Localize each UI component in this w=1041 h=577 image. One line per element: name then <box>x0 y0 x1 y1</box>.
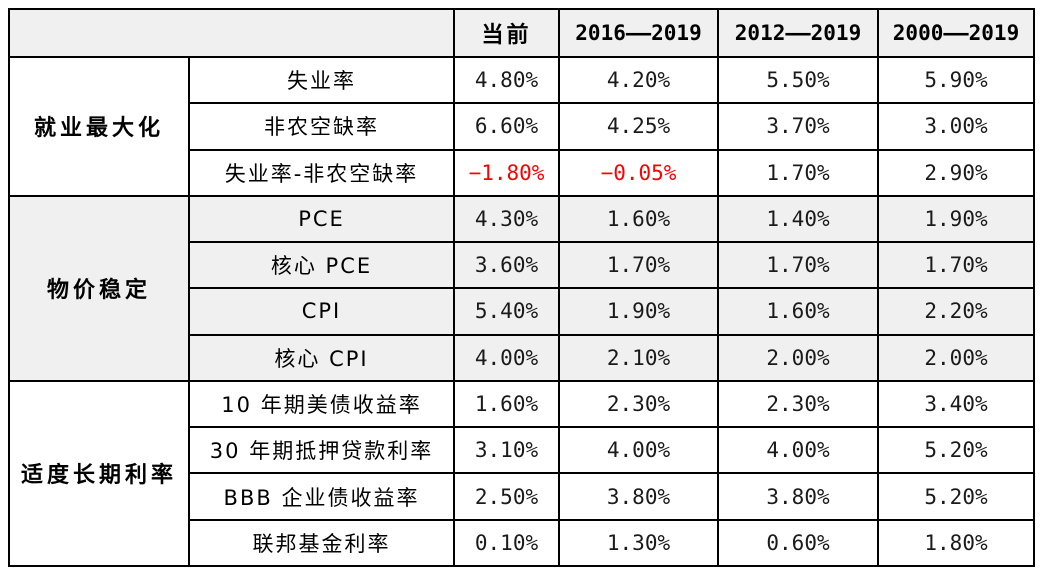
table-row: 物价稳定 PCE 4.30% 1.60% 1.40% 1.90% <box>8 194 1035 382</box>
value-cell: 4.00% <box>558 426 719 475</box>
table-row: 失业率-非农空缺率 −1.80% −0.05% 1.70% 2.90% <box>9 148 1035 197</box>
value-cell: 3.60% <box>453 241 560 290</box>
indicator-cell: 非农空缺率 <box>188 102 455 151</box>
value-cell: 3.80% <box>717 472 879 521</box>
corner-cell <box>8 8 455 58</box>
indicator-cell: 10 年期美债收益率 <box>188 379 455 429</box>
value-cell: 5.20% <box>877 426 1035 475</box>
value-cell: 2.30% <box>558 379 719 429</box>
value-cell: 4.25% <box>558 102 719 151</box>
value-cell: 1.60% <box>717 287 879 336</box>
value-cell: 2.90% <box>877 148 1035 197</box>
table-row: BBB 企业债收益率 2.50% 3.80% 3.80% 5.20% <box>9 472 1035 521</box>
value-cell: 2.00% <box>877 333 1035 382</box>
value-cell: 4.80% <box>453 55 560 105</box>
value-cell: 0.60% <box>717 518 879 568</box>
table-row: CPI 5.40% 1.90% 1.60% 2.20% <box>9 287 1035 336</box>
column-header-current: 当前 <box>453 8 560 58</box>
column-header-2000-2019: 2000——2019 <box>877 8 1035 58</box>
value-cell: 4.30% <box>453 194 560 244</box>
value-cell: 4.00% <box>453 333 560 382</box>
value-cell: 2.50% <box>453 472 560 521</box>
value-cell: 3.70% <box>717 102 879 151</box>
indicator-cell: 30 年期抵押贷款利率 <box>188 426 455 475</box>
value-cell: 1.80% <box>877 518 1035 568</box>
column-header-2012-2019: 2012——2019 <box>717 8 879 58</box>
table-row: 核心 CPI 4.00% 2.10% 2.00% 2.00% <box>9 333 1035 382</box>
indicator-cell: CPI <box>188 287 455 336</box>
value-cell: 5.90% <box>877 55 1035 105</box>
indicator-cell: 核心 PCE <box>188 241 455 290</box>
indicator-cell: 失业率-非农空缺率 <box>188 148 455 197</box>
value-cell: 1.30% <box>558 518 719 568</box>
value-cell: 4.20% <box>558 55 719 105</box>
indicator-cell: PCE <box>188 194 455 244</box>
column-header-2016-2019: 2016——2019 <box>558 8 719 58</box>
value-cell: 1.60% <box>558 194 719 244</box>
value-cell: 1.70% <box>877 241 1035 290</box>
table-row: 就业最大化 失业率 4.80% 4.20% 5.50% 5.90% <box>8 55 1035 197</box>
value-cell: 2.00% <box>717 333 879 382</box>
table-row: 核心 PCE 3.60% 1.70% 1.70% 1.70% <box>9 241 1035 290</box>
indicator-cell: 联邦基金利率 <box>188 518 455 568</box>
value-cell: 2.10% <box>558 333 719 382</box>
indicator-cell: 失业率 <box>188 55 455 105</box>
group-label-price-stability: 物价稳定 <box>8 194 190 382</box>
value-cell: 3.00% <box>877 102 1035 151</box>
value-cell: 2.30% <box>717 379 879 429</box>
value-cell: 1.70% <box>558 241 719 290</box>
value-cell: 3.80% <box>558 472 719 521</box>
group-label-employment-maximization: 就业最大化 <box>8 56 190 197</box>
value-cell: 0.10% <box>453 518 560 568</box>
value-cell: 2.20% <box>877 287 1035 336</box>
value-cell: 1.60% <box>453 379 560 429</box>
value-cell: 1.70% <box>717 241 879 290</box>
value-cell: 6.60% <box>453 102 560 151</box>
value-cell: 3.40% <box>877 379 1035 429</box>
indicator-cell: 核心 CPI <box>188 333 455 382</box>
indicator-cell: BBB 企业债收益率 <box>188 472 455 521</box>
table-row: 适度长期利率 10 年期美债收益率 1.60% 2.30% 2.30% 3.40… <box>8 379 1035 568</box>
table-row: 30 年期抵押贷款利率 3.10% 4.00% 4.00% 5.20% <box>9 426 1035 475</box>
group-label-moderate-long-term-rates: 适度长期利率 <box>8 379 190 568</box>
value-cell: 5.50% <box>717 55 879 105</box>
value-cell: 5.40% <box>453 287 560 336</box>
value-cell: 1.90% <box>877 194 1035 244</box>
value-cell: 1.90% <box>558 287 719 336</box>
table-row: 非农空缺率 6.60% 4.25% 3.70% 3.00% <box>9 102 1035 151</box>
table-row: 联邦基金利率 0.10% 1.30% 0.60% 1.80% <box>9 518 1035 568</box>
value-cell: 1.40% <box>717 194 879 244</box>
header-row: 当前 2016——2019 2012——2019 2000——2019 <box>8 8 1035 58</box>
fed-policy-goals-table: 当前 2016——2019 2012——2019 2000——2019 就业最大… <box>8 8 1035 568</box>
value-cell: 1.70% <box>717 148 879 197</box>
value-cell-negative: −1.80% <box>453 148 560 197</box>
value-cell: 5.20% <box>877 472 1035 521</box>
value-cell: 3.10% <box>453 426 560 475</box>
value-cell: 4.00% <box>717 426 879 475</box>
value-cell-negative: −0.05% <box>558 148 719 197</box>
